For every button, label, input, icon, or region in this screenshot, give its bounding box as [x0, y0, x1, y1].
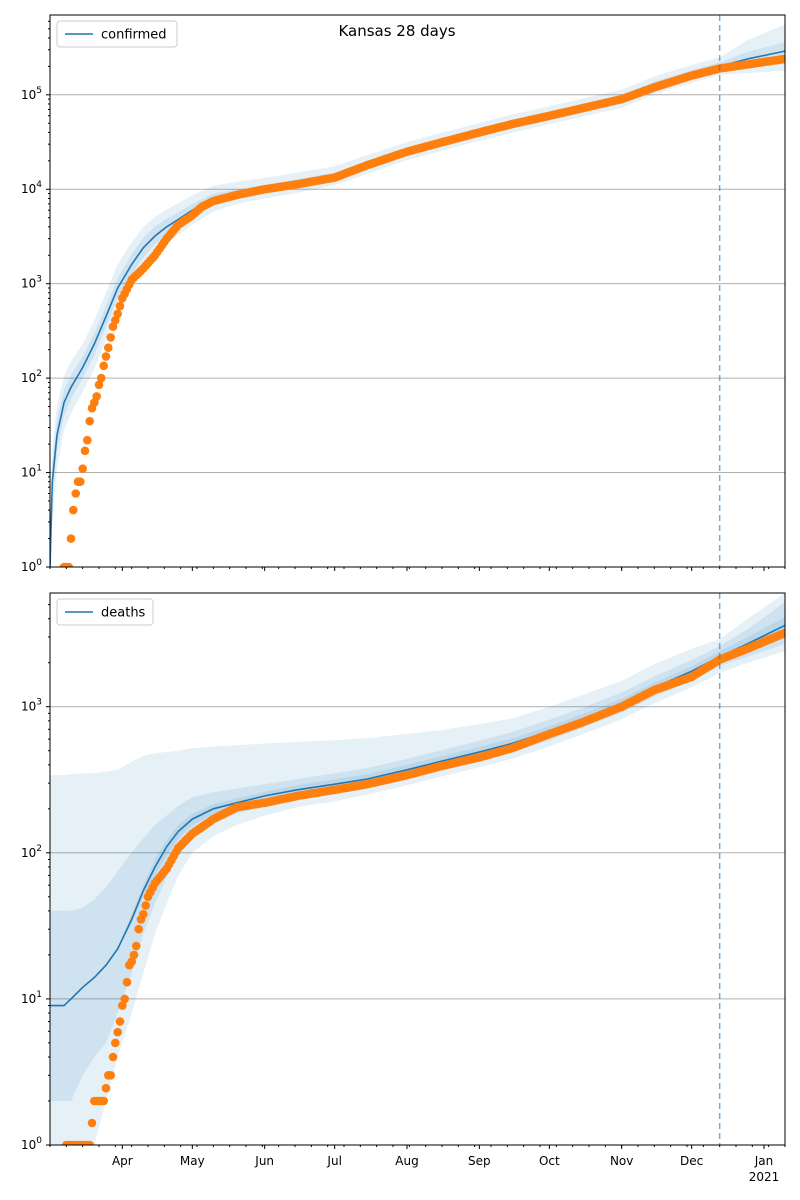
x-tick-label: Jun: [254, 1154, 274, 1168]
x-tick-label: Oct: [539, 1154, 560, 1168]
x-tick-label: Nov: [610, 1154, 633, 1168]
observed-point: [85, 1140, 94, 1145]
observed-point: [122, 977, 132, 987]
axes-frame: [49, 14, 786, 568]
confidence-band90: [50, 24, 785, 567]
observed-point: [69, 505, 78, 515]
observed-point: [99, 361, 108, 371]
observed-point: [132, 941, 141, 951]
observed-point: [94, 380, 104, 390]
observed-point: [118, 1001, 127, 1010]
y-tick-label: 103: [21, 275, 42, 291]
observed-point: [76, 477, 85, 487]
y-tick-label: 100: [21, 558, 42, 574]
y-tick-label: 104: [21, 180, 42, 196]
observed-point: [101, 352, 111, 361]
observed-point: [85, 416, 94, 426]
x-tick-label: May: [180, 1154, 205, 1168]
y-tick-label: 101: [21, 464, 42, 480]
figure-title: Kansas 28 days: [338, 22, 455, 40]
observed-point: [115, 1017, 125, 1026]
y-tick-label: 103: [21, 698, 42, 714]
observed-point: [87, 1118, 97, 1128]
observed-point: [111, 316, 120, 325]
observed-point: [66, 534, 76, 543]
observed-point: [780, 628, 785, 638]
observed-point: [106, 333, 115, 342]
legend-box: [56, 20, 178, 48]
observed-point: [101, 1083, 111, 1093]
plot-area: [50, 15, 785, 567]
y-tick-label: 102: [21, 844, 42, 860]
observed-point: [80, 446, 90, 456]
observed-point: [139, 909, 148, 919]
observed-point: [97, 373, 106, 383]
panel-confirmed: 100 101 102 103 104 105 confirmed: [21, 14, 786, 574]
observed-point: [106, 1071, 115, 1080]
x-tick-label: Sep: [468, 1154, 491, 1168]
observed-point: [141, 901, 150, 910]
confidence-band99: [50, 593, 785, 1145]
observed-point: [780, 54, 785, 64]
x-tick-sublabel: 2021: [749, 1170, 780, 1184]
x-tick-label: Jul: [326, 1154, 341, 1168]
observed-point: [111, 1038, 120, 1048]
observed-point: [113, 1027, 122, 1037]
legend-label: deaths: [101, 606, 146, 621]
observed-point: [129, 950, 139, 960]
y-tick-label: 101: [21, 990, 42, 1006]
observed-point: [127, 957, 136, 966]
observed-point: [113, 309, 122, 319]
observed-point: [99, 1096, 108, 1106]
observed-point: [134, 924, 143, 934]
observed-point: [108, 1052, 118, 1062]
panel-deaths: 100 101 102 103 Apr May Jun Jul Aug Sep Oct Nov Dec J…: [21, 592, 786, 1184]
observed-point: [120, 994, 129, 1004]
x-tick-label: Jan: [754, 1154, 774, 1168]
legend-label: confirmed: [101, 28, 167, 43]
x-tick-label: Apr: [112, 1154, 133, 1168]
y-tick-label: 105: [21, 86, 42, 102]
x-tick-label: Dec: [680, 1154, 703, 1168]
observed-point: [104, 343, 113, 353]
plot-area: [50, 593, 785, 1145]
observed-point: [71, 489, 80, 498]
y-tick-label: 102: [21, 369, 42, 385]
observed-point: [83, 435, 92, 445]
legend-box: [56, 598, 154, 626]
model-line: [50, 50, 785, 567]
confidence-band50: [50, 42, 785, 567]
observed-point: [92, 392, 101, 401]
y-tick-label: 100: [21, 1136, 42, 1152]
observed-point: [115, 301, 125, 311]
observed-point: [78, 464, 87, 474]
x-tick-label: Aug: [395, 1154, 418, 1168]
observed-point: [64, 562, 73, 567]
confidence-band90: [50, 602, 785, 1101]
axes-frame: [49, 592, 786, 1146]
